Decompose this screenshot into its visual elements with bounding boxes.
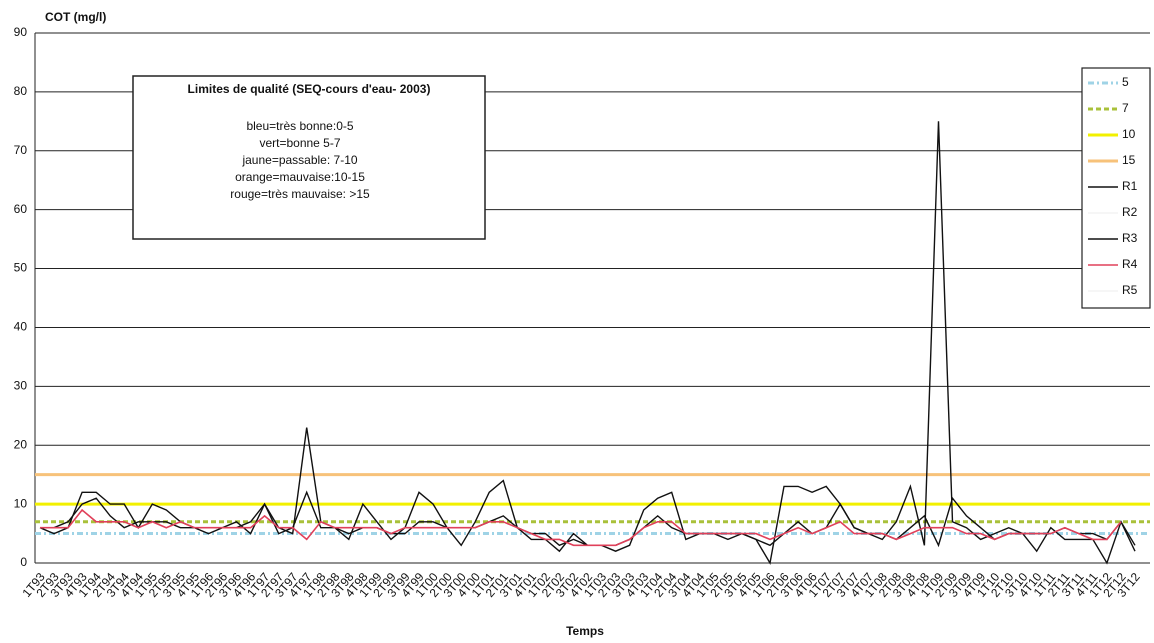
annotation-line: vert=bonne 5-7 (259, 136, 340, 150)
legend-box (1081, 67, 1151, 309)
legend-label: R2 (1122, 205, 1138, 219)
legend-label: R1 (1122, 179, 1138, 193)
y-tick-label: 70 (14, 143, 28, 157)
legend-label: R3 (1122, 231, 1138, 245)
y-tick-label: 60 (14, 202, 28, 216)
x-axis-label: Temps (566, 624, 604, 638)
annotation-line: rouge=très mauvaise: >15 (230, 187, 370, 201)
y-tick-label: 20 (14, 437, 28, 451)
series-line (40, 490, 1136, 548)
y-tick-label: 40 (14, 320, 28, 334)
annotation-line: jaune=passable: 7-10 (241, 153, 357, 167)
legend-label: 7 (1122, 101, 1129, 115)
legend-label: R4 (1122, 257, 1138, 271)
y-tick-label: 90 (14, 25, 28, 39)
annotation-line: bleu=très bonne:0-5 (246, 119, 353, 133)
legend-label: 5 (1122, 75, 1129, 89)
y-tick-label: 80 (14, 84, 28, 98)
y-tick-label: 30 (14, 379, 28, 393)
legend-label: 10 (1122, 127, 1136, 141)
annotation-box (132, 75, 486, 240)
y-tick-label: 50 (14, 261, 28, 275)
y-tick-label: 0 (20, 555, 27, 569)
annotation-line: orange=mauvaise:10-15 (235, 170, 365, 184)
annotation-title: Limites de qualité (SEQ-cours d'eau- 200… (188, 82, 431, 96)
legend-label: R5 (1122, 283, 1138, 297)
y-axis-label: COT (mg/l) (45, 10, 106, 24)
y-tick-label: 10 (14, 496, 28, 510)
legend-label: 15 (1122, 153, 1136, 167)
series-line (40, 508, 1122, 547)
